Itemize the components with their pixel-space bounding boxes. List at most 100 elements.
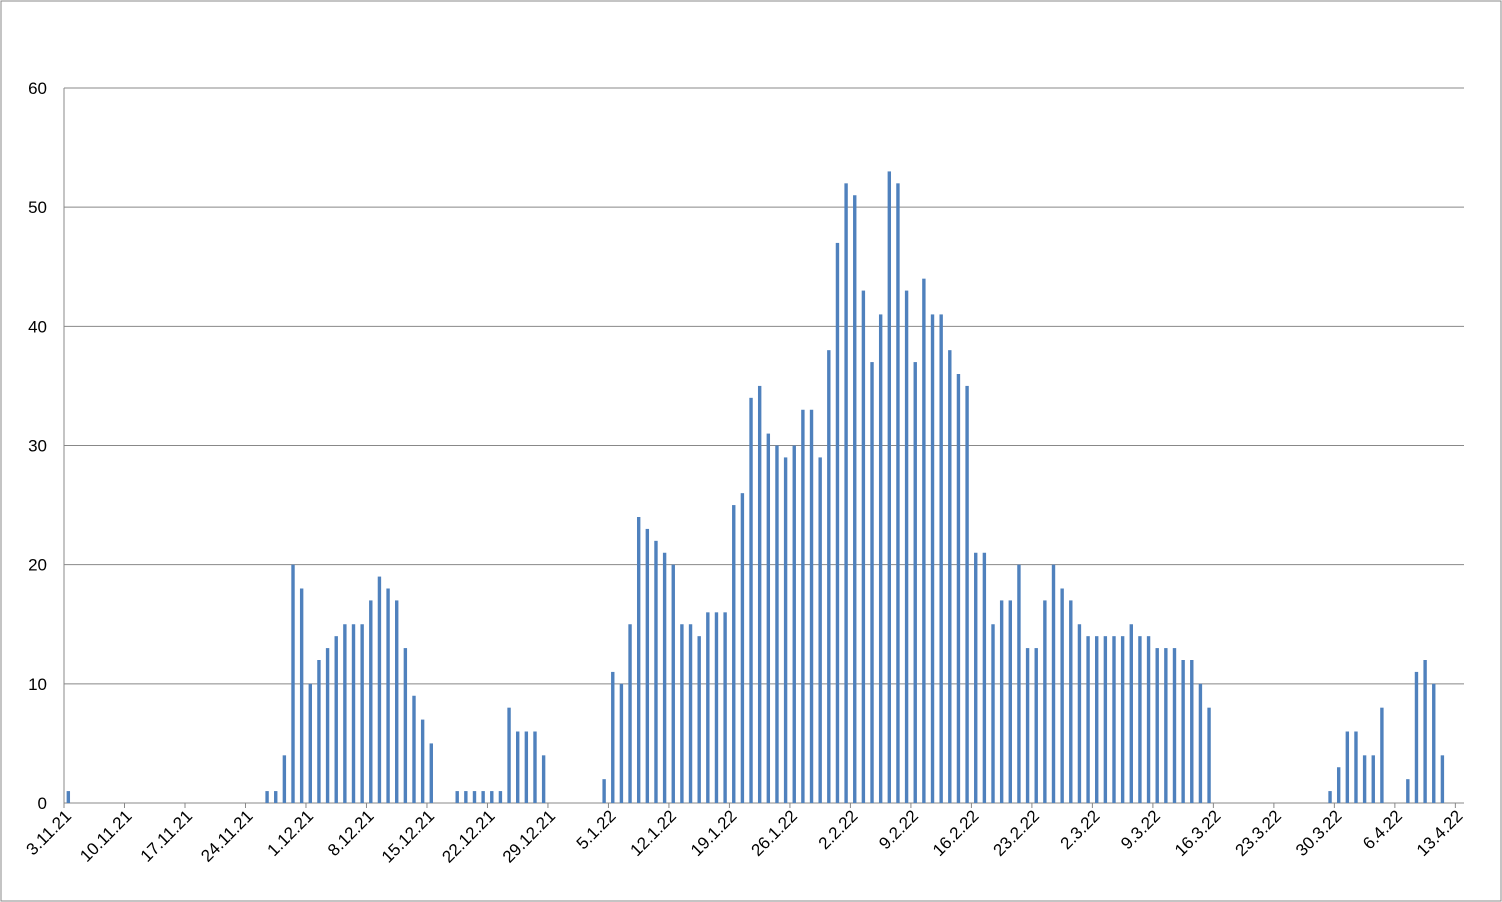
bar	[766, 433, 771, 803]
bar	[274, 791, 278, 803]
bar	[291, 564, 295, 803]
bar	[412, 695, 416, 803]
bar	[1181, 660, 1185, 803]
bar	[939, 314, 943, 803]
bar	[792, 445, 796, 803]
bar	[1155, 648, 1159, 803]
bar	[282, 755, 287, 803]
bar	[636, 517, 641, 803]
bar	[904, 290, 909, 803]
bar	[1077, 624, 1082, 803]
bar	[922, 278, 926, 804]
bar	[757, 385, 762, 803]
y-tick-label: 60	[28, 79, 47, 98]
bar	[1432, 683, 1436, 803]
bar	[706, 612, 710, 803]
bar	[1172, 648, 1177, 803]
bar	[1034, 648, 1038, 803]
bar	[835, 242, 840, 803]
bar	[930, 314, 935, 803]
bar	[896, 183, 900, 804]
bar	[351, 624, 356, 803]
bar	[1190, 660, 1194, 803]
bar	[265, 791, 269, 803]
bar	[369, 600, 373, 803]
bar	[1207, 707, 1211, 803]
bar	[1336, 767, 1341, 803]
bar	[913, 362, 917, 803]
bar	[654, 540, 658, 803]
bar	[887, 171, 892, 803]
bar	[775, 445, 779, 803]
bar	[1371, 755, 1375, 803]
bar	[628, 624, 632, 803]
bar	[611, 671, 615, 803]
bar	[688, 624, 693, 803]
bar	[1164, 648, 1168, 803]
bar	[982, 552, 987, 803]
bar	[740, 493, 745, 803]
bar	[490, 791, 494, 803]
bar	[1406, 779, 1410, 803]
bar	[455, 791, 459, 803]
bar	[420, 719, 425, 803]
bar	[498, 791, 503, 803]
bar	[809, 409, 814, 803]
bar	[1120, 636, 1125, 803]
bar	[325, 648, 330, 803]
bar	[965, 385, 969, 803]
bar	[507, 707, 511, 803]
bar	[1423, 660, 1427, 803]
bar	[1146, 636, 1151, 803]
bar	[671, 564, 675, 803]
y-tick-label: 0	[38, 794, 47, 813]
bar	[878, 314, 883, 803]
bar	[395, 600, 399, 803]
bar	[948, 350, 952, 803]
y-tick-label: 40	[28, 317, 47, 336]
bar	[870, 362, 874, 803]
bar	[723, 612, 727, 803]
bar	[1380, 707, 1384, 803]
bar	[472, 791, 477, 803]
bar	[1414, 671, 1419, 803]
bar	[1025, 648, 1030, 803]
bar	[1345, 731, 1350, 803]
bar	[334, 636, 338, 803]
bar	[714, 612, 719, 803]
bar	[1103, 636, 1108, 803]
bar	[749, 397, 753, 803]
bar	[481, 791, 485, 803]
bar	[386, 588, 390, 803]
bar	[1328, 791, 1332, 803]
y-tick-label: 20	[28, 556, 47, 575]
bar	[317, 660, 321, 803]
bar	[1060, 588, 1064, 803]
bar	[1354, 731, 1358, 803]
bar	[956, 374, 961, 803]
bar	[827, 350, 831, 803]
bar	[1043, 600, 1047, 803]
bar	[541, 755, 546, 803]
y-tick-label: 30	[28, 437, 47, 456]
y-tick-label: 50	[28, 198, 47, 217]
bar	[861, 290, 866, 803]
bar	[662, 552, 667, 803]
bar	[991, 624, 995, 803]
bar	[343, 624, 347, 803]
bar	[619, 683, 624, 803]
bar	[853, 195, 857, 803]
bar	[801, 409, 805, 803]
bar	[524, 731, 529, 803]
bar	[1051, 564, 1056, 803]
bar	[1086, 636, 1090, 803]
bar	[732, 505, 736, 803]
bar	[818, 457, 822, 803]
bar	[360, 624, 364, 803]
bar	[429, 743, 433, 803]
bar	[308, 683, 312, 803]
bar	[533, 731, 537, 803]
bar	[66, 791, 71, 803]
bar	[1440, 755, 1445, 803]
